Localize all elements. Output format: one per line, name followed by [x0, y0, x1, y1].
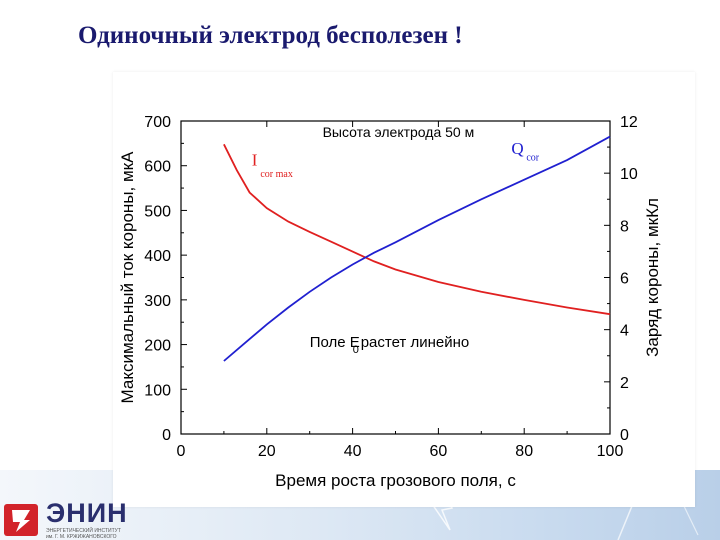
y-right-tick-label: 0 [620, 427, 629, 444]
series-label-charge-sub: cor [526, 152, 539, 163]
annotation-field-sub: 0 [353, 344, 359, 356]
y-left-tick-label: 600 [144, 159, 171, 176]
plot-frame [180, 120, 611, 435]
y-right-tick-label: 6 [620, 271, 629, 288]
logo-mark-icon [4, 504, 38, 536]
y-right-tick-label: 12 [620, 114, 638, 131]
x-tick-label: 40 [344, 443, 362, 460]
chart: 0 20 40 60 80 1000100200300400500600700024681… [118, 114, 662, 490]
x-axis-label: Время роста грозового поля, с [275, 471, 516, 490]
logo-name: ЭНИН [46, 498, 128, 528]
x-tick-label: 60 [430, 443, 448, 460]
logo: ЭНИН ЭНЕРГЕТИЧЕСКИЙ ИНСТИТУТ им. Г. М. К… [4, 498, 144, 540]
x-tick-label: 100 [597, 443, 624, 460]
annotation-field-rest: растет линейно [361, 334, 470, 351]
x-tick-label: 0 [177, 443, 186, 460]
series-label-current-sub: cor max [260, 169, 293, 180]
chart-panel: 0 20 40 60 80 100 0 100 200 300 400 500 600 700 0 2 4 6 8 1… [113, 72, 695, 507]
y-left-tick-label: 700 [144, 114, 171, 131]
y-right-tick-label: 4 [620, 323, 629, 340]
y-left-tick-label: 300 [144, 293, 171, 310]
y-right-tick-label: 2 [620, 375, 629, 392]
y-left-tick-label: 200 [144, 338, 171, 355]
annotation-field-prefix: Поле E [310, 334, 360, 351]
annotation-electrode-height: Высота электрода 50 м [323, 124, 475, 140]
series-line-current [223, 143, 611, 316]
y-right-tick-label: 8 [620, 218, 629, 235]
y-right-axis-label: Заряд короны, мкКл [643, 198, 662, 357]
logo-subtitle-line1: ЭНЕРГЕТИЧЕСКИЙ ИНСТИТУТ [46, 528, 121, 534]
x-tick-label: 80 [515, 443, 533, 460]
y-left-axis-label: Максимальный ток короны, мкА [118, 151, 137, 404]
logo-subtitle: ЭНЕРГЕТИЧЕСКИЙ ИНСТИТУТ им. Г. М. КРЖИЖА… [46, 528, 141, 540]
x-tick-label: 20 [258, 443, 276, 460]
y-left-tick-label: 0 [162, 427, 171, 444]
series-label-charge: Q [511, 139, 523, 158]
y-left-tick-label: 400 [144, 248, 171, 265]
logo-subtitle-line2: им. Г. М. КРЖИЖАНОВСКОГО [46, 534, 117, 540]
y-left-tick-label: 500 [144, 203, 171, 220]
slide-title: Одиночный электрод бесполезен ! [78, 22, 463, 49]
y-left-tick-label: 100 [144, 382, 171, 399]
series-line-charge [223, 135, 611, 362]
y-right-tick-label: 10 [620, 166, 638, 183]
series-label-current: I [252, 151, 258, 170]
